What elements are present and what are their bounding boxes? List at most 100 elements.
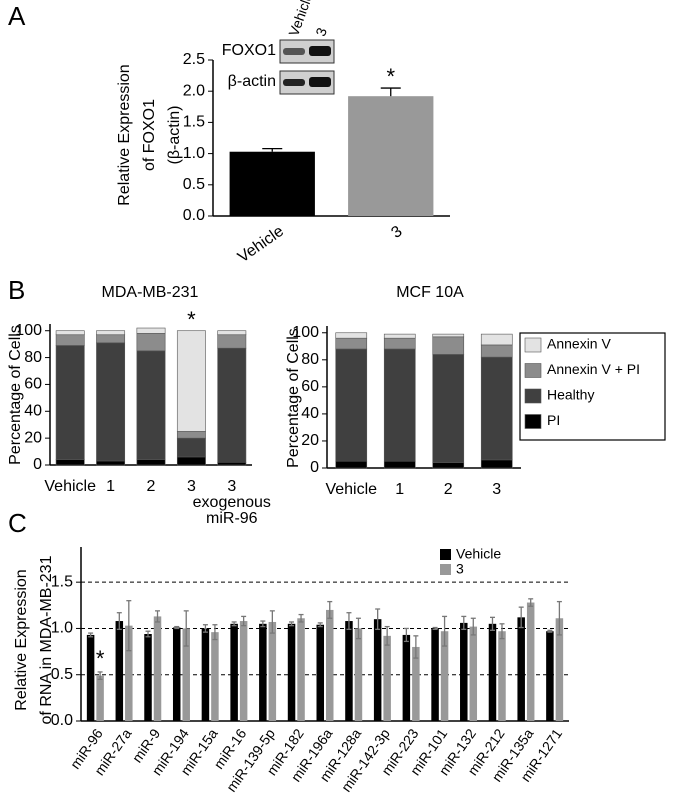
y-axis-label: Percentage of Cells — [7, 325, 24, 465]
x-tick-label: 2 — [147, 478, 156, 495]
bar-segment — [383, 348, 416, 462]
y-tick-label: 1.5 — [183, 114, 205, 131]
y-tick-label: 20 — [301, 432, 319, 449]
bar-segment — [480, 459, 513, 469]
bar — [86, 634, 95, 721]
legend-label: PI — [547, 412, 560, 428]
blot-band — [283, 48, 305, 55]
bar — [239, 621, 248, 721]
bar-segment — [383, 333, 416, 339]
bar-segment — [96, 460, 126, 466]
bar — [469, 626, 478, 721]
bar — [412, 646, 420, 721]
bar-segment — [136, 459, 166, 466]
error-bar — [518, 606, 524, 629]
panel-label: A — [8, 1, 26, 31]
bar-segment — [383, 337, 416, 350]
bar-segment — [176, 330, 206, 432]
bar — [259, 623, 267, 721]
bar — [297, 618, 305, 721]
bar — [546, 631, 554, 721]
error-bar — [241, 615, 247, 627]
bar-segment — [176, 437, 206, 458]
error-bar — [231, 621, 237, 627]
y-tick-label: 60 — [301, 378, 319, 395]
y-tick-label: 80 — [24, 349, 42, 366]
x-tick-label: miR-96 — [206, 510, 258, 527]
error-bar — [202, 624, 208, 633]
y-tick-label: 1.0 — [51, 620, 73, 637]
y-tick-label: 1.5 — [51, 573, 73, 590]
error-bar — [116, 612, 122, 631]
bar — [345, 621, 353, 721]
x-tick-label: 1 — [106, 478, 115, 495]
error-bar — [380, 87, 401, 97]
y-tick-label: 0.0 — [183, 207, 205, 224]
bar-segment — [480, 344, 513, 358]
bar-segment — [480, 356, 513, 461]
error-bar — [126, 600, 132, 652]
bar-segment — [136, 333, 166, 352]
legend-label: Annexin V — [547, 336, 611, 352]
bar — [144, 634, 152, 721]
error-bar — [145, 630, 151, 638]
bar-segment — [176, 431, 206, 439]
error-bar — [289, 621, 295, 627]
bar — [431, 628, 439, 721]
bar-segment — [432, 354, 465, 463]
error-bar — [317, 622, 323, 628]
error-bar — [470, 617, 476, 636]
legend-box — [519, 332, 666, 441]
error-bar — [403, 627, 409, 643]
error-bar — [155, 610, 161, 623]
error-bar — [174, 625, 180, 630]
blot-band — [309, 46, 331, 56]
bar-segment — [335, 332, 368, 339]
bar-segment — [55, 334, 85, 346]
significance-mark: * — [187, 307, 196, 332]
bar — [201, 628, 210, 721]
bar — [125, 625, 133, 721]
bar-segment — [55, 330, 85, 336]
y-tick-label: 100 — [292, 324, 319, 341]
panel-label: C — [8, 508, 27, 538]
chart-title: MDA-MB-231 — [102, 284, 199, 301]
x-tick-label: Vehicle — [44, 478, 96, 495]
legend-swatch — [440, 549, 451, 560]
bar-segment — [217, 334, 247, 349]
y-axis-label: Relative Expression — [116, 64, 133, 205]
y-tick-label: 2.5 — [183, 51, 205, 68]
legend-swatch — [524, 388, 542, 404]
error-bar — [547, 629, 553, 633]
y-tick-label: 20 — [24, 429, 42, 446]
chart-title: MCF 10A — [396, 284, 464, 301]
blot-row-label: β-actin — [228, 73, 276, 90]
error-bar — [432, 626, 438, 631]
y-tick-label: 80 — [301, 351, 319, 368]
error-bar — [260, 620, 266, 628]
bar — [517, 617, 525, 721]
bar — [268, 621, 277, 721]
bar-segment — [480, 333, 513, 346]
blot-lane-label: Vehicle — [285, 0, 316, 38]
error-bar — [528, 598, 534, 607]
blot-lane-label: 3 — [312, 25, 330, 38]
x-tick-label: 3 — [492, 481, 501, 498]
x-tick-label: Vehicle — [325, 481, 377, 498]
bar — [488, 623, 497, 721]
y-tick-label: 0 — [33, 456, 42, 473]
bar — [440, 631, 449, 721]
panel-label: B — [8, 275, 25, 305]
bar — [115, 621, 124, 721]
bar-segment — [335, 337, 368, 350]
bar-segment — [55, 459, 85, 466]
bar-segment — [96, 342, 126, 462]
y-axis-label: Percentage of Cells — [285, 328, 302, 468]
x-tick-label: 1 — [395, 481, 404, 498]
bar — [348, 96, 434, 216]
error-bar — [489, 616, 495, 631]
bar-segment — [176, 456, 206, 466]
y-axis-label: (β-actin) — [166, 106, 183, 165]
